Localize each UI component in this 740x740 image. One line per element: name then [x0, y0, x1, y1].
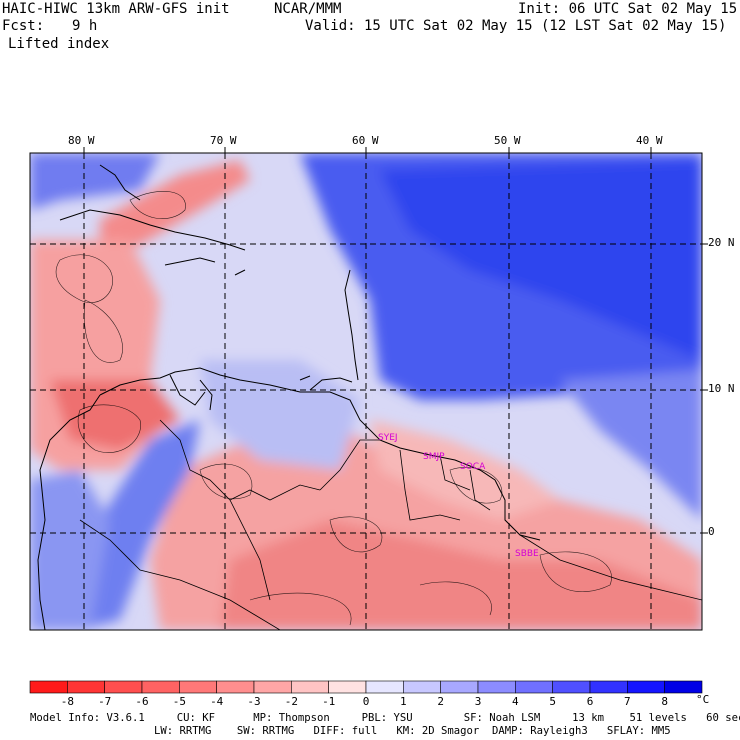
colorbar-swatch	[291, 680, 329, 694]
axis-ticks	[83, 147, 708, 534]
colorbar-tick-label: 4	[512, 695, 519, 708]
colorbar-swatch	[627, 680, 665, 694]
colorbar-tick-label: -7	[98, 695, 112, 708]
lat-label: 20 N	[708, 236, 735, 249]
model-title: HAIC-HIWC 13km ARW-GFS init	[2, 1, 230, 17]
colorbar-swatch	[67, 680, 105, 694]
init-time: Init: 06 UTC Sat 02 May 15	[518, 1, 738, 17]
forecast-label: Fcst:	[2, 18, 45, 34]
colorbar-tick-label: 1	[400, 695, 407, 708]
colorbar-swatch	[104, 680, 143, 694]
station-label: SMJP	[423, 452, 445, 462]
colorbar-swatch	[440, 680, 479, 694]
forecast-hour: 9 h	[72, 18, 98, 34]
lon-label: 80 W	[68, 134, 95, 147]
colorbar-swatch	[515, 680, 553, 694]
colorbar-swatch	[328, 680, 367, 694]
lon-label: 70 W	[210, 134, 237, 147]
colorbar-tick-label: 0	[362, 695, 370, 708]
model-info-line1: Model Info: V3.6.1 CU: KF MP: Thompson P…	[30, 712, 740, 724]
colorbar-tick-label: 7	[624, 695, 631, 708]
model-info-line2: LW: RRTMG SW: RRTMG DIFF: full KM: 2D Sm…	[154, 725, 671, 737]
colorbar-swatch	[179, 680, 217, 694]
colorbar-tick-label: -8	[60, 695, 74, 708]
colorbar-unit: °C	[696, 693, 710, 706]
org-label: NCAR/MMM	[274, 1, 342, 17]
colorbar-swatch	[253, 680, 292, 694]
lon-label: 40 W	[636, 134, 663, 147]
colorbar-tick-label: 8	[661, 695, 668, 708]
lon-label: 60 W	[352, 134, 379, 147]
contour-lines	[55, 190, 612, 626]
colorbar-tick-label: -6	[135, 695, 149, 708]
country-borders	[79, 419, 702, 630]
lat-lon-grid	[30, 153, 702, 630]
colorbar-tick-label: 3	[474, 695, 482, 708]
lon-label: 50 W	[494, 134, 521, 147]
station-label: SBBE	[515, 549, 539, 559]
coastlines	[37, 164, 541, 630]
colorbar-tick-label: -2	[284, 695, 298, 708]
lat-label: 0	[708, 525, 715, 538]
colorbar-swatch	[141, 680, 180, 694]
colorbar-swatch	[552, 680, 591, 694]
colorbar-tick-label: 6	[586, 695, 594, 708]
colorbar-swatch	[403, 680, 441, 694]
colorbar-swatch	[477, 680, 516, 694]
colorbar-tick-label: 5	[549, 695, 556, 708]
colorbar-tick-label: -3	[247, 695, 261, 708]
colorbar-swatch	[216, 680, 255, 694]
station-label: SOCA	[460, 462, 486, 472]
station-label: SYEJ	[378, 433, 398, 443]
colorbar-tick-label: -1	[322, 695, 336, 708]
field-name: Lifted index	[8, 36, 110, 52]
valid-time: Valid: 15 UTC Sat 02 May 15 (12 LST Sat …	[305, 18, 727, 34]
colorbar-tick-label: 2	[437, 695, 444, 708]
colorbar-tick-label: -5	[172, 695, 186, 708]
colorbar-swatch	[29, 680, 68, 694]
map-field: SYEJ SMJP SOCA SBBE	[30, 153, 702, 630]
colorbar-swatch	[365, 680, 404, 694]
colorbar-tick-label: -4	[210, 695, 224, 708]
lat-label: 10 N	[708, 382, 735, 395]
colorbar-swatch	[589, 680, 628, 694]
colorbar-swatch	[664, 680, 703, 694]
